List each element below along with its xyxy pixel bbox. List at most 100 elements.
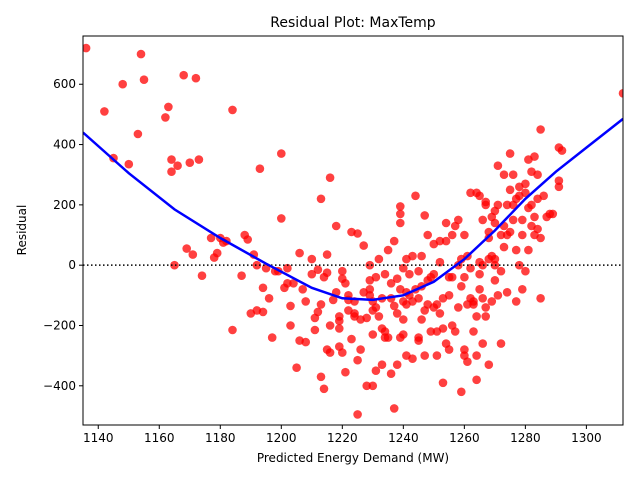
- scatter-point: [432, 351, 442, 360]
- scatter-point: [481, 303, 491, 312]
- scatter-point: [484, 360, 494, 370]
- scatter-point: [496, 266, 506, 276]
- scatter-point: [457, 282, 466, 291]
- scatter-point: [167, 167, 176, 176]
- scatter-point: [475, 269, 484, 279]
- scatter-point: [298, 285, 308, 294]
- scatter-point: [426, 327, 436, 336]
- scatter-point: [389, 236, 399, 246]
- scatter-point: [548, 209, 558, 219]
- scatter-point: [191, 73, 201, 83]
- scatter-point: [438, 378, 448, 388]
- scatter-point: [383, 245, 393, 255]
- scatter-point: [258, 283, 268, 293]
- scatter-point: [389, 404, 399, 413]
- scatter-point: [307, 269, 317, 279]
- scatter-point: [350, 309, 359, 318]
- scatter-point: [487, 297, 497, 306]
- scatter-point: [518, 285, 527, 294]
- scatter-point: [206, 233, 216, 243]
- scatter-point: [392, 274, 402, 284]
- scatter-point: [83, 43, 91, 53]
- scatter-point: [554, 176, 564, 185]
- scatter-point: [264, 294, 274, 303]
- scatter-point: [267, 333, 277, 342]
- scatter-point: [521, 266, 530, 276]
- y-tick-label: 200: [53, 198, 76, 212]
- scatter-point: [490, 218, 500, 228]
- x-axis-ticks: 1140 1160 1180 1200 1220 1240 1260 1280 1300: [83, 425, 602, 445]
- scatter-point: [420, 211, 430, 220]
- scatter-point: [539, 191, 548, 201]
- x-tick-label: 1160: [144, 431, 175, 445]
- scatter-point: [454, 215, 463, 225]
- scatter-point: [444, 291, 454, 300]
- scatter-point: [499, 242, 509, 252]
- scatter-point: [194, 155, 204, 164]
- x-tick-label: 1240: [388, 431, 419, 445]
- scatter-point: [237, 271, 246, 281]
- y-tick-label: −400: [43, 379, 76, 393]
- scatter-point: [371, 303, 381, 312]
- scatter-point: [164, 102, 173, 112]
- scatter-point: [335, 312, 344, 321]
- scatter-point: [472, 375, 481, 385]
- scatter-point: [139, 75, 149, 84]
- scatter-point: [374, 312, 384, 321]
- scatter-point: [490, 260, 500, 270]
- scatter-point: [496, 339, 506, 348]
- scatter-point: [338, 348, 347, 357]
- scatter-point: [502, 288, 512, 297]
- scatter-point: [435, 236, 445, 246]
- scatter-point: [493, 161, 503, 170]
- scatter-point: [389, 301, 399, 311]
- scatter-point: [447, 230, 457, 240]
- scatter-point: [325, 173, 335, 182]
- scatter-point: [322, 268, 332, 278]
- scatter-point: [481, 197, 491, 207]
- scatter-point: [518, 215, 527, 225]
- scatter-point: [478, 339, 488, 348]
- scatter-point: [341, 367, 350, 377]
- scatter-point: [475, 191, 484, 201]
- scatter-point: [502, 200, 512, 210]
- scatter-point: [396, 218, 405, 228]
- scatter-point: [554, 182, 564, 192]
- scatter-point: [185, 158, 195, 167]
- scatter-point: [481, 312, 491, 321]
- scatter-point: [228, 105, 237, 115]
- scatter-point: [316, 372, 326, 382]
- scatter-point: [414, 294, 423, 303]
- y-tick-label: −200: [43, 318, 76, 332]
- scatter-point: [167, 155, 176, 164]
- scatter-point: [475, 285, 484, 294]
- scatter-point: [386, 279, 396, 288]
- scatter-point: [292, 363, 301, 373]
- scatter-point: [173, 161, 182, 170]
- scatter-point: [420, 351, 430, 360]
- scatter-point: [478, 260, 488, 270]
- scatter-point: [423, 230, 433, 240]
- scatter-point: [136, 49, 146, 59]
- scatter-point: [414, 266, 423, 276]
- trend-line: [83, 117, 623, 302]
- scatter-point: [408, 251, 417, 261]
- scatter-point: [328, 295, 338, 305]
- scatter-point: [313, 307, 323, 317]
- scatter-point: [530, 212, 539, 222]
- scatter-point: [325, 348, 335, 357]
- scatter-point: [188, 250, 198, 259]
- scatter-point: [469, 297, 478, 306]
- y-axis-label: Residual: [15, 205, 29, 256]
- scatter-point: [478, 294, 488, 303]
- scatter-point: [182, 244, 191, 253]
- scatter-point: [301, 337, 311, 347]
- scatter-point: [466, 263, 475, 273]
- scatter-point: [392, 309, 402, 318]
- scatter-point: [527, 200, 536, 210]
- scatter-point: [493, 291, 503, 300]
- scatter-point: [316, 300, 326, 309]
- scatter-point: [417, 251, 426, 261]
